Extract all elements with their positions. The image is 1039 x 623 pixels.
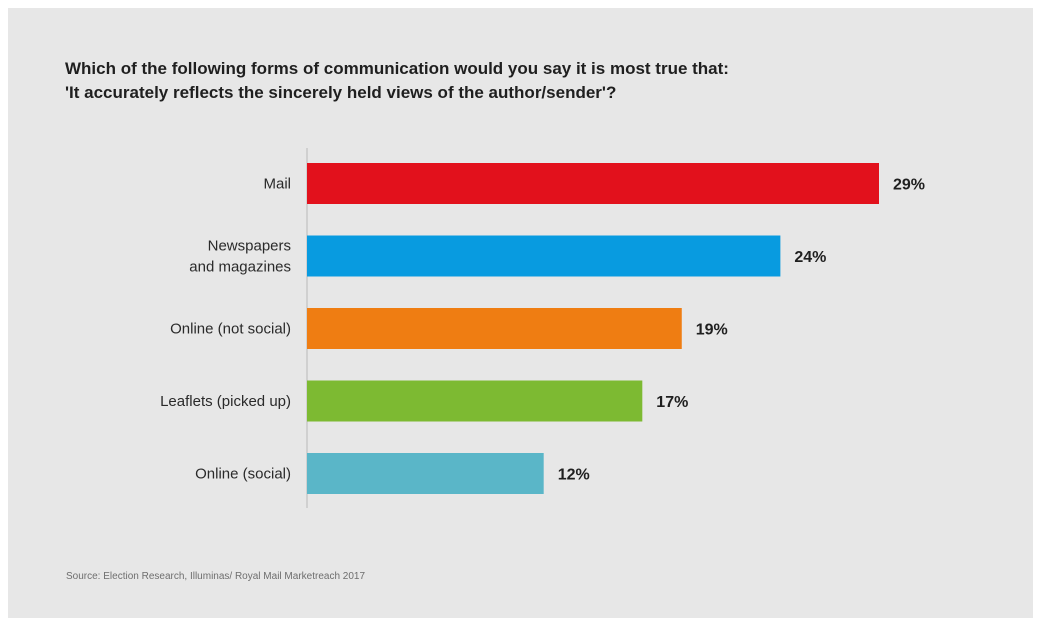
- value-label-4: 12%: [558, 467, 590, 484]
- value-label-1: 24%: [794, 249, 826, 266]
- bar-2: [307, 308, 682, 349]
- source-note: Source: Election Research, Illuminas/ Ro…: [66, 571, 366, 582]
- chart-title: Which of the following forms of communic…: [65, 57, 965, 105]
- chart-title-line-1: Which of the following forms of communic…: [65, 59, 729, 78]
- category-label-0: Mail: [263, 176, 291, 193]
- value-label-3: 17%: [656, 394, 688, 411]
- category-label-2-line-0: Online (not social): [170, 321, 291, 338]
- bar-4: [307, 453, 544, 494]
- category-label-1: Newspapers and magazines: [189, 238, 291, 276]
- value-label-0: 29%: [893, 177, 925, 194]
- bar-3: [307, 380, 643, 422]
- category-label-4: Online (social): [195, 466, 291, 483]
- category-label-3-line-0: Leaflets (picked up): [160, 393, 291, 410]
- bar-1: [307, 235, 781, 277]
- chart-panel: Which of the following forms of communic…: [8, 8, 1033, 618]
- chart-title-line-2: 'It accurately reflects the sincerely he…: [65, 83, 617, 102]
- category-label-2: Online (not social): [170, 321, 291, 338]
- bar-0: [307, 163, 879, 204]
- value-label-2: 19%: [696, 322, 728, 339]
- category-label-3: Leaflets (picked up): [160, 393, 291, 410]
- bar-chart: 29% Mail 24% Newspapers and magazines 19% Onli…: [160, 148, 925, 508]
- category-label-4-line-0: Online (social): [195, 466, 291, 483]
- category-label-1-line-1: and magazines: [189, 259, 291, 276]
- category-label-0-line-0: Mail: [263, 176, 291, 193]
- category-label-1-line-0: Newspapers: [208, 238, 291, 255]
